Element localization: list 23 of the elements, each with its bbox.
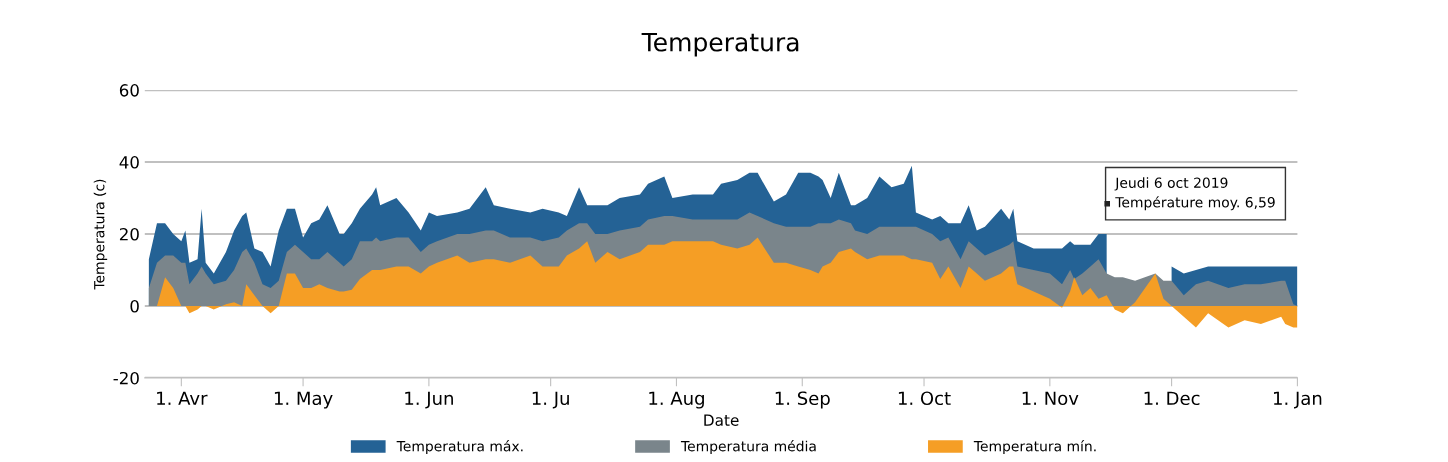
x-tick-label: 1. Dec	[1144, 391, 1200, 406]
chart-title: Temperatura	[641, 32, 799, 57]
y-axis-title: Temperatura (c)	[93, 179, 108, 290]
legend-label: Temperatura máx.	[396, 440, 523, 455]
y-tick-label: 20	[119, 227, 139, 241]
y-tick-label: 40	[119, 156, 139, 169]
x-tick-label: 1. Jun	[405, 391, 453, 409]
x-axis-title: Date	[704, 414, 739, 426]
x-tick-label: 1. May	[274, 391, 333, 409]
legend-label: Temperatura média	[680, 440, 816, 455]
x-tick-label: 1. Aug	[649, 391, 704, 409]
y-tick-label: -20	[113, 371, 139, 385]
y-tick-label: 60	[119, 84, 139, 97]
x-tick-label: 1. Jan	[1273, 391, 1322, 409]
x-tick-label: 1. Ju	[532, 391, 569, 409]
annotation: Jeudi 6 oct 2019	[1114, 177, 1228, 191]
annotation: Température moy. 6,59	[1115, 196, 1275, 211]
x-tick-label: 1. Sep	[775, 391, 830, 409]
x-tick-label: 1. Oct	[898, 391, 951, 406]
y-tick-label: 0	[130, 299, 139, 313]
x-tick-label: 1. Avr	[157, 391, 208, 405]
legend-label: Temperatura mín.	[973, 440, 1096, 455]
x-tick-label: 1. Nov	[1022, 391, 1079, 406]
